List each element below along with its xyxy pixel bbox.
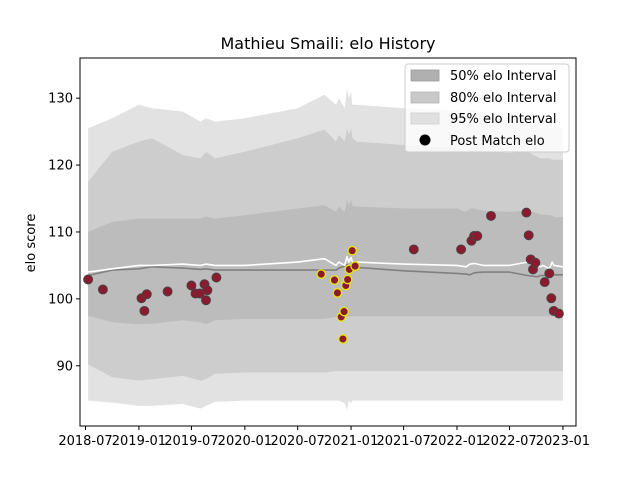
post-match-point [211,272,222,283]
x-tick-label: 2019-07 [164,434,218,449]
x-tick-label: 2022-01 [430,434,484,449]
legend-swatch-50 [410,69,440,82]
post-match-point [139,305,150,316]
legend-label-50: 50% elo Interval [450,69,557,84]
legend-label-95: 95% elo Interval [450,112,557,127]
x-tick-label: 2022-07 [482,434,536,449]
y-tick-label: 100 [48,292,73,307]
x-tick-label: 2020-07 [271,434,325,449]
x-tick-label: 2020-01 [218,434,272,449]
x-tick-label: 2018-07 [58,434,112,449]
legend-marker-post-match [419,134,431,146]
legend: 50% elo Interval 80% elo Interval 95% el… [404,63,570,153]
post-match-point [523,230,534,241]
post-match-point [162,286,173,297]
legend-box [404,63,570,153]
post-match-point [339,306,349,317]
legend-swatch-80 [410,91,440,104]
y-tick-label: 90 [56,359,73,374]
post-match-point [83,274,94,285]
post-match-point [486,210,496,221]
y-tick-label: 130 [48,92,73,107]
y-axis: 90 100 110 120 130 [48,92,80,374]
y-tick-label: 110 [48,225,73,240]
x-tick-label: 2019-01 [112,434,166,449]
legend-label-80: 80% elo Interval [450,91,557,106]
post-match-point [472,231,483,241]
post-match-point [530,257,541,268]
post-match-point [546,293,557,304]
post-match-point [97,284,108,295]
post-match-point [408,244,419,255]
post-match-point [141,289,152,300]
post-match-point [332,288,343,298]
y-tick-label: 120 [48,159,73,174]
post-match-point [316,269,327,279]
y-axis-label: elo score [24,214,39,273]
post-match-point [544,268,555,279]
plot-area [79,57,577,427]
legend-swatch-95 [410,112,440,125]
post-match-points [83,207,564,344]
post-match-point [350,261,360,271]
post-match-point [521,207,532,218]
legend-label-post-match: Post Match elo [450,134,545,149]
x-tick-label: 2023-01 [536,434,590,449]
post-match-point [539,277,550,288]
axes-frame [79,57,577,427]
post-match-point [201,295,211,306]
post-match-point [342,274,353,285]
post-match-point [186,280,197,291]
post-match-point [329,275,340,285]
post-match-point [456,244,467,255]
post-match-point [553,308,564,319]
post-match-point [202,285,213,296]
x-tick-label: 2021-07 [376,434,430,449]
x-tick-label: 2021-01 [324,434,378,449]
chart-title: Mathieu Smaili: elo History [221,34,436,53]
post-match-point [338,334,348,344]
post-match-point [347,245,358,256]
